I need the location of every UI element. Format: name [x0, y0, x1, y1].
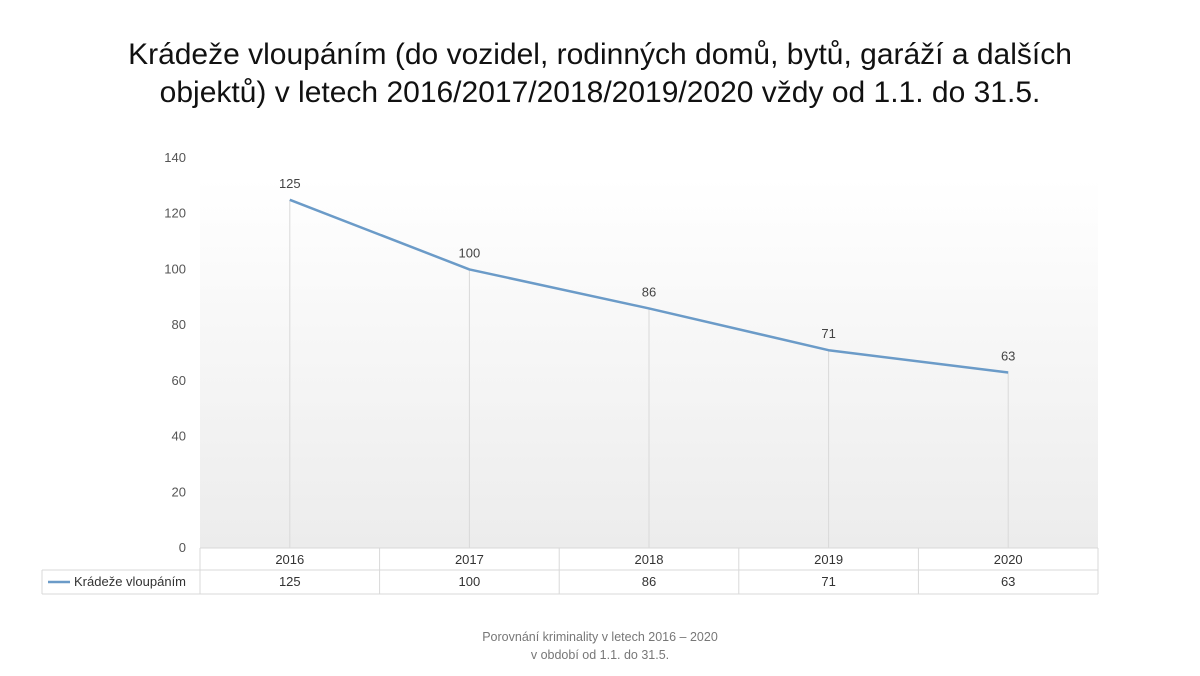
y-tick-label: 120: [164, 206, 186, 221]
legend-label: Krádeže vloupáním: [74, 574, 186, 589]
table-value-cell: 63: [1001, 574, 1015, 589]
table-value-cell: 125: [279, 574, 301, 589]
x-tick-label: 2017: [455, 552, 484, 567]
y-tick-label: 140: [164, 150, 186, 165]
y-tick-label: 0: [179, 540, 186, 555]
y-tick-label: 20: [172, 484, 186, 499]
gridlines: [289, 199, 1009, 548]
y-tick-label: 80: [172, 317, 186, 332]
table-value-cell: 86: [642, 574, 656, 589]
series-line: [289, 198, 1009, 374]
table-value-cell: 100: [459, 574, 481, 589]
data-table: 2016 2017 2018 2019 2020 Krádeže vloupáním 125…: [41, 547, 1099, 595]
y-axis: 0 20 40 60 80 100 120 140: [164, 150, 186, 555]
chart-title-line-1: Krádeže vloupáním (do vozidel, rodinných…: [128, 38, 1072, 71]
data-label: 125: [279, 176, 301, 191]
footer-caption: Porovnání kriminality v letech 2016 – 20…: [400, 628, 800, 664]
x-tick-label: 2019: [814, 552, 843, 567]
footer-line-1: Porovnání kriminality v letech 2016 – 20…: [482, 630, 718, 644]
data-label: 86: [642, 284, 656, 299]
data-label: 71: [821, 326, 835, 341]
y-tick-label: 100: [164, 261, 186, 276]
chart-title: Krádeže vloupáním (do vozidel, rodinných…: [60, 36, 1140, 112]
data-label: 63: [1001, 349, 1015, 364]
y-tick-label: 60: [172, 373, 186, 388]
table-value-cell: 71: [821, 574, 835, 589]
data-label: 100: [459, 245, 481, 260]
x-tick-label: 2016: [275, 552, 304, 567]
chart-title-line-2: objektů) v letech 2016/2017/2018/2019/20…: [159, 76, 1041, 109]
series-krádeže-vloupáním: 125 100 86 71 63: [279, 176, 1015, 374]
x-tick-label: 2020: [994, 552, 1023, 567]
footer-line-2: v období od 1.1. do 31.5.: [530, 648, 670, 662]
y-tick-label: 40: [172, 429, 186, 444]
x-tick-label: 2018: [635, 552, 664, 567]
